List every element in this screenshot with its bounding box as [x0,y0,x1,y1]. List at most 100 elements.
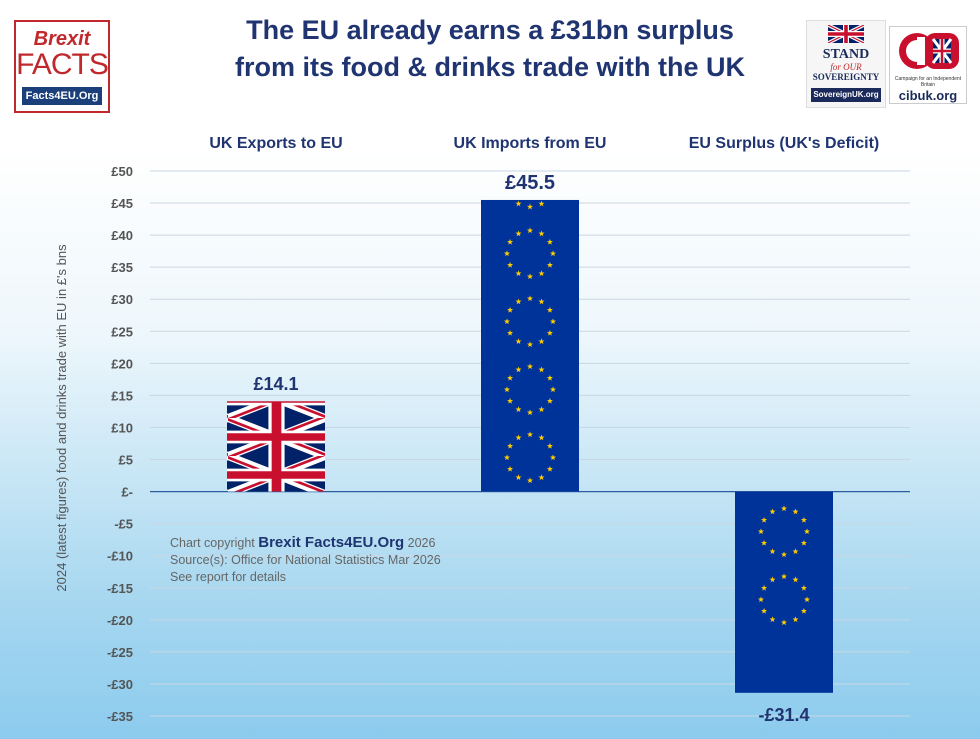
eu-star [526,409,534,416]
eu-star [507,261,514,268]
eu-star [780,573,788,580]
bar-eu-fill [735,491,833,693]
eu-star [761,584,768,591]
cib-mark-icon [899,33,959,69]
eu-star [549,454,557,461]
y-tick-label: -£5 [114,517,133,532]
eu-star [515,366,522,373]
eu-star [769,616,776,623]
eu-star [800,607,807,614]
bar-1 [227,401,325,492]
eu-star [503,250,511,257]
eu-star [780,619,788,626]
note-line: See report for details [170,570,287,584]
eu-star [538,474,545,481]
eu-star [546,238,553,245]
sovereignty-logo: STAND for OUR SOVEREIGNTY SovereignUK.or… [806,20,886,108]
eu-star [546,374,553,381]
cib-subtitle: Campaign for an Independent Britain [894,76,962,88]
eu-star [538,434,545,441]
eu-star [507,374,514,381]
eu-star [769,548,776,555]
eu-star [803,528,811,535]
eu-star [800,539,807,546]
chart-credits: Chart copyright Brexit Facts4EU.Org 2026… [170,534,441,586]
eu-star [546,442,553,449]
y-tick-label: £50 [111,164,133,179]
y-tick-label: £35 [111,260,133,275]
title-line-2: from its food & drinks trade with the UK [234,52,746,82]
bar-3 [735,491,833,693]
eu-star [800,516,807,523]
eu-star [526,477,534,484]
eu-star [538,298,545,305]
eu-star [515,230,522,237]
y-tick-label: £25 [111,324,133,339]
eu-star [503,386,511,393]
eu-star [526,273,534,280]
bar-value-label: -£31.4 [758,705,809,725]
union-jack-icon [827,23,865,45]
y-tick-label: -£15 [107,581,133,596]
cib-logo: Campaign for an Independent Britain cibu… [889,26,967,104]
sov-url-text: SovereignUK.org [811,88,881,102]
eu-star [780,551,788,558]
y-tick-label: £- [121,485,133,500]
eu-star [507,397,514,404]
category-label-surplus: EU Surplus (UK's Deficit) [688,135,880,152]
copyright-year: 2026 [407,536,436,550]
eu-star [769,576,776,583]
eu-star [792,548,799,555]
eu-star [515,270,522,277]
y-tick-label: -£25 [107,645,133,660]
eu-star [503,318,511,325]
eu-star [515,434,522,441]
y-tick-label: -£10 [107,549,133,564]
y-tick-label: £30 [111,292,133,307]
eu-star [546,306,553,313]
eu-star [515,338,522,345]
eu-star [538,366,545,373]
eu-star [515,298,522,305]
category-label-imports: UK Imports from EU [453,135,607,152]
eu-star [507,442,514,449]
eu-star [507,238,514,245]
eu-star [503,454,511,461]
eu-star [526,203,534,210]
chart-title: The EU already earns a £31bn surplus fro… [200,12,780,86]
eu-star [527,158,533,164]
y-tick-label: £15 [111,388,133,403]
eu-star [526,431,534,438]
eu-star [549,250,557,257]
eu-star [507,329,514,336]
brexit-facts-logo: Brexit FACTS Facts4EU.Org [14,20,110,113]
eu-star [526,295,534,302]
y-tick-label: £45 [111,196,133,211]
bar-value-label: £14.1 [253,374,298,394]
eu-star [546,397,553,404]
y-tick-label: £10 [111,420,133,435]
eu-star [761,607,768,614]
eu-star [515,406,522,413]
y-tick-label: -£20 [107,613,133,628]
eu-star [538,161,544,167]
eu-star [549,386,557,393]
eu-star [538,406,545,413]
copyright-brand: Brexit Facts4EU.Org [258,534,405,551]
source-line: Source(s): Office for National Statistic… [170,553,441,567]
sov-sovereignty-text: SOVEREIGNTY [812,72,880,82]
logo-brexit-text: Brexit [33,28,91,50]
bar-value-label: £45.5 [505,172,555,194]
eu-star [538,270,545,277]
copyright-line: Chart copyright Brexit Facts4EU.Org 2026 [170,534,441,552]
y-tick-label: £5 [119,453,133,468]
title-line-1: The EU already earns a £31bn surplus [246,15,734,45]
eu-star [515,200,522,207]
eu-star [538,338,545,345]
sov-stand-text: STAND [822,47,870,62]
eu-star [546,465,553,472]
copyright-prefix: Chart copyright [170,536,255,550]
eu-star [515,161,521,167]
